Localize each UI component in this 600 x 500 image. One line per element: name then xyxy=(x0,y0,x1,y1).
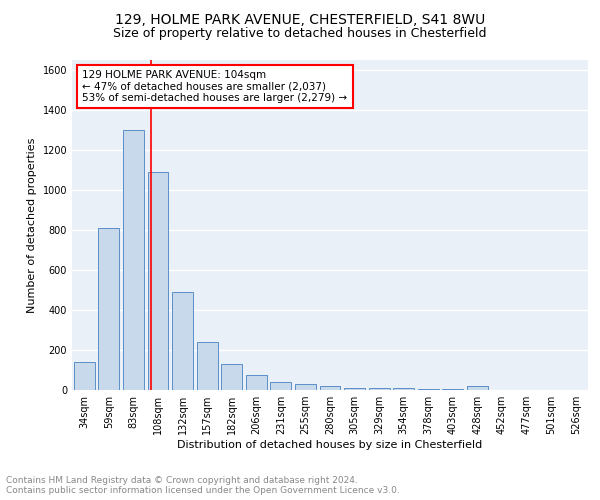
Bar xyxy=(197,342,218,390)
Text: Size of property relative to detached houses in Chesterfield: Size of property relative to detached ho… xyxy=(113,28,487,40)
Text: Contains HM Land Registry data © Crown copyright and database right 2024.
Contai: Contains HM Land Registry data © Crown c… xyxy=(6,476,400,495)
Bar xyxy=(221,364,242,390)
X-axis label: Distribution of detached houses by size in Chesterfield: Distribution of detached houses by size … xyxy=(178,440,482,450)
Bar xyxy=(393,388,414,390)
Bar xyxy=(148,172,169,390)
Bar xyxy=(344,388,365,390)
Bar xyxy=(320,386,340,390)
Bar xyxy=(246,375,267,390)
Bar xyxy=(467,386,488,390)
Bar xyxy=(123,130,144,390)
Bar xyxy=(74,362,95,390)
Bar xyxy=(295,384,316,390)
Bar xyxy=(418,389,439,390)
Bar xyxy=(442,389,463,390)
Bar xyxy=(98,228,119,390)
Text: 129, HOLME PARK AVENUE, CHESTERFIELD, S41 8WU: 129, HOLME PARK AVENUE, CHESTERFIELD, S4… xyxy=(115,12,485,26)
Bar xyxy=(172,292,193,390)
Text: 129 HOLME PARK AVENUE: 104sqm
← 47% of detached houses are smaller (2,037)
53% o: 129 HOLME PARK AVENUE: 104sqm ← 47% of d… xyxy=(82,70,347,103)
Y-axis label: Number of detached properties: Number of detached properties xyxy=(27,138,37,312)
Bar xyxy=(271,382,292,390)
Bar xyxy=(368,388,389,390)
